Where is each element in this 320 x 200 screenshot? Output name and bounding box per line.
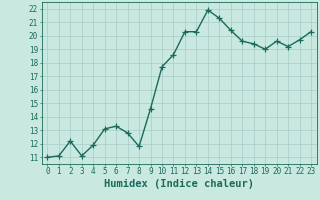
X-axis label: Humidex (Indice chaleur): Humidex (Indice chaleur) [104, 179, 254, 189]
